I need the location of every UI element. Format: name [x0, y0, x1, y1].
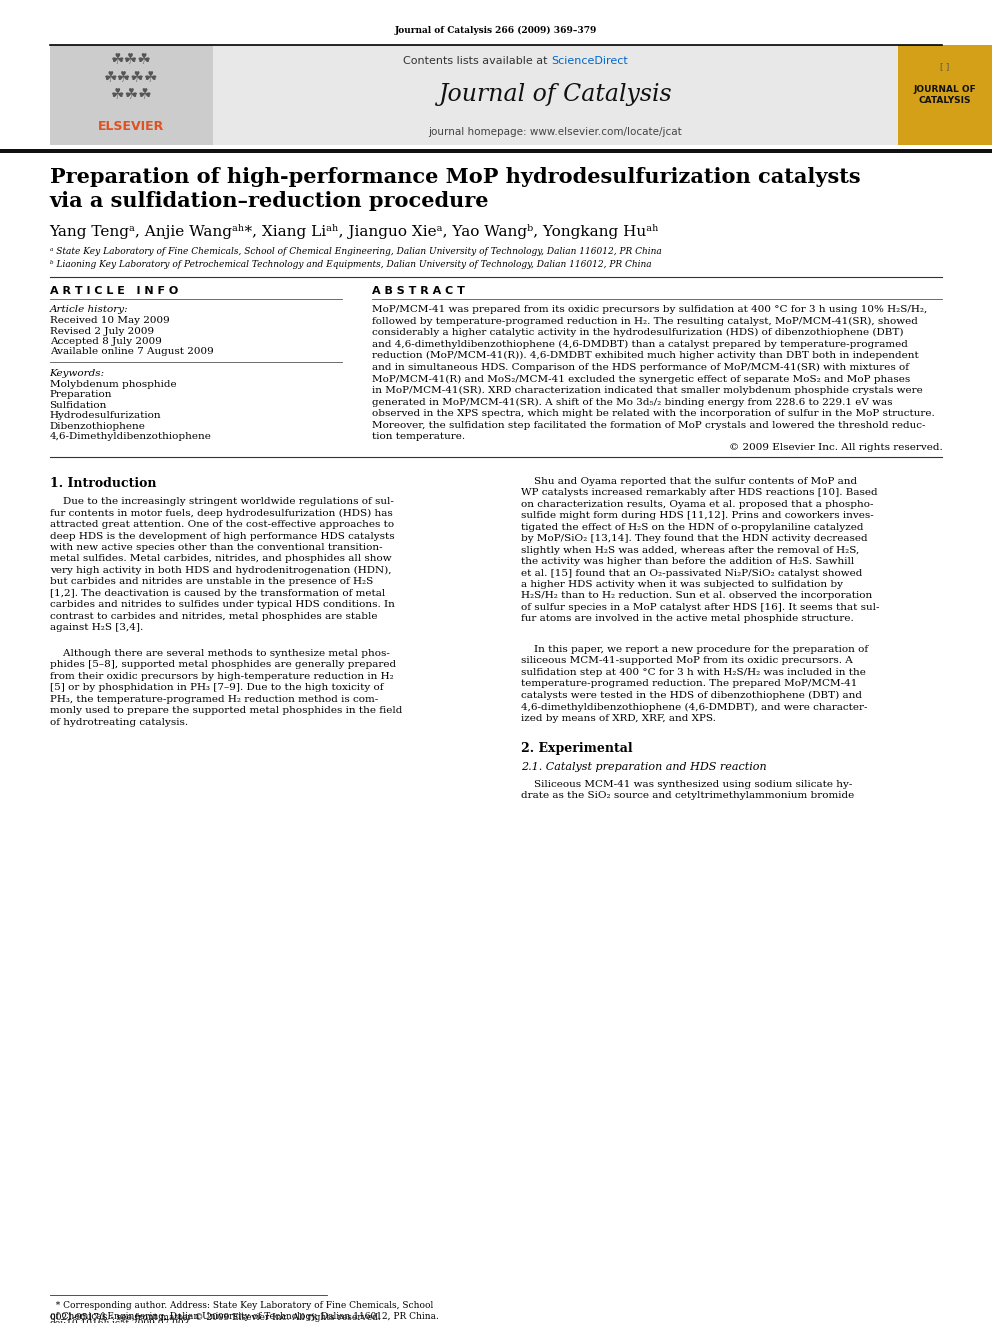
Text: Article history:: Article history:: [50, 306, 128, 314]
Text: Contents lists available at: Contents lists available at: [403, 56, 551, 66]
Text: Sulfidation: Sulfidation: [50, 401, 107, 410]
Text: 2. Experimental: 2. Experimental: [521, 742, 633, 755]
Text: A B S T R A C T: A B S T R A C T: [372, 286, 465, 296]
Text: ELSEVIER: ELSEVIER: [98, 120, 165, 134]
Bar: [898, 45, 992, 146]
Text: doi:10.1016/j.jcat.2009.07.003: doi:10.1016/j.jcat.2009.07.003: [50, 1319, 189, 1323]
Text: Although there are several methods to synthesize metal phos-
phides [5–8], suppo: Although there are several methods to sy…: [50, 650, 402, 726]
Text: Received 10 May 2009: Received 10 May 2009: [50, 316, 170, 325]
Text: Hydrodesulfurization: Hydrodesulfurization: [50, 411, 162, 419]
Text: Due to the increasingly stringent worldwide regulations of sul-
fur contents in : Due to the increasingly stringent worldw…: [50, 497, 395, 632]
Text: Journal of Catalysis 266 (2009) 369–379: Journal of Catalysis 266 (2009) 369–379: [395, 25, 597, 34]
Text: [ ]: [ ]: [940, 62, 949, 71]
Text: Molybdenum phosphide: Molybdenum phosphide: [50, 380, 177, 389]
Text: via a sulfidation–reduction procedure: via a sulfidation–reduction procedure: [50, 191, 489, 210]
Text: MoP/MCM-41 was prepared from its oxidic precursors by sulfidation at 400 °C for : MoP/MCM-41 was prepared from its oxidic …: [372, 306, 934, 442]
Text: Shu and Oyama reported that the sulfur contents of MoP and
WP catalysts increase: Shu and Oyama reported that the sulfur c…: [521, 478, 879, 623]
Text: In this paper, we report a new procedure for the preparation of
siliceous MCM-41: In this paper, we report a new procedure…: [521, 646, 868, 724]
Text: Preparation: Preparation: [50, 390, 112, 400]
Text: A R T I C L E   I N F O: A R T I C L E I N F O: [50, 286, 178, 296]
Text: © 2009 Elsevier Inc. All rights reserved.: © 2009 Elsevier Inc. All rights reserved…: [729, 443, 942, 452]
Text: journal homepage: www.elsevier.com/locate/jcat: journal homepage: www.elsevier.com/locat…: [429, 127, 682, 138]
Text: Dibenzothiophene: Dibenzothiophene: [50, 422, 146, 430]
Text: 2.1. Catalyst preparation and HDS reaction: 2.1. Catalyst preparation and HDS reacti…: [521, 762, 767, 773]
Bar: [0, 149, 992, 153]
Text: Journal of Catalysis: Journal of Catalysis: [438, 83, 673, 106]
Text: ᵃ State Key Laboratory of Fine Chemicals, School of Chemical Engineering, Dalian: ᵃ State Key Laboratory of Fine Chemicals…: [50, 247, 662, 255]
Text: Preparation of high-performance MoP hydrodesulfurization catalysts: Preparation of high-performance MoP hydr…: [50, 167, 860, 187]
Bar: [50, 45, 213, 146]
Text: ScienceDirect: ScienceDirect: [552, 56, 628, 66]
Text: ☘☘☘
☘☘☘☘
 ☘☘☘: ☘☘☘ ☘☘☘☘ ☘☘☘: [104, 52, 159, 102]
Text: ᵇ Liaoning Key Laboratory of Petrochemical Technology and Equipments, Dalian Uni: ᵇ Liaoning Key Laboratory of Petrochemic…: [50, 261, 651, 269]
Text: Yang Tengᵃ, Anjie Wangᵃʰ*, Xiang Liᵃʰ, Jianguo Xieᵃ, Yao Wangᵇ, Yongkang Huᵃʰ: Yang Tengᵃ, Anjie Wangᵃʰ*, Xiang Liᵃʰ, J…: [50, 224, 660, 239]
Text: Revised 2 July 2009: Revised 2 July 2009: [50, 327, 154, 336]
Text: 4,6-Dimethyldibenzothiophene: 4,6-Dimethyldibenzothiophene: [50, 433, 211, 441]
Text: 1. Introduction: 1. Introduction: [50, 478, 156, 490]
Text: Keywords:: Keywords:: [50, 369, 105, 378]
Text: JOURNAL OF
CATALYSIS: JOURNAL OF CATALYSIS: [914, 85, 976, 106]
Text: Accepted 8 July 2009: Accepted 8 July 2009: [50, 337, 162, 347]
Text: 0021-9517/$ - see front matter © 2009 Elsevier Inc. All rights reserved.: 0021-9517/$ - see front matter © 2009 El…: [50, 1312, 380, 1322]
Text: Siliceous MCM-41 was synthesized using sodium silicate hy-
drate as the SiO₂ sou: Siliceous MCM-41 was synthesized using s…: [521, 781, 854, 800]
Bar: [50, 45, 898, 146]
Text: Available online 7 August 2009: Available online 7 August 2009: [50, 348, 213, 356]
Text: * Corresponding author. Address: State Key Laboratory of Fine Chemicals, School
: * Corresponding author. Address: State K…: [50, 1301, 438, 1323]
